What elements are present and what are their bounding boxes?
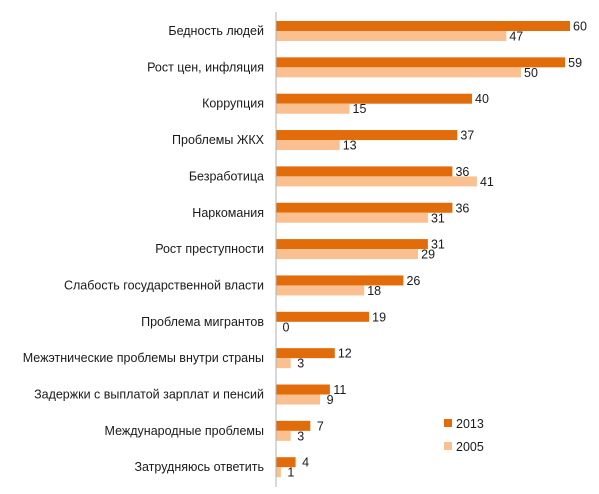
bar-2005-безработица (276, 176, 477, 187)
value-label-2013: 60 (573, 20, 587, 34)
legend-swatch-2013 (444, 419, 452, 427)
bar-2005-задержки-с-выплатой-зарплат-и-пенсий (276, 394, 321, 405)
value-label-2005: 15 (353, 102, 367, 116)
bar-2005-наркомания (276, 212, 428, 223)
bar-2005-рост-цен-инфляция (276, 67, 521, 78)
bar-2013-международные-проблемы (276, 420, 311, 431)
category-label: Рост цен, инфляция (147, 60, 264, 74)
bar-2005-рост-преступности (276, 249, 419, 260)
category-label: Задержки с выплатой зарплат и пенсий (34, 388, 264, 402)
value-label-2005: 29 (421, 248, 435, 262)
value-label-2013: 26 (406, 274, 420, 288)
legend-swatch-2005 (444, 442, 452, 450)
bar-2013-коррупция (276, 93, 472, 104)
bar-2013-бедность-людей (276, 21, 570, 31)
bar-2005-затрудняюсь-ответить (276, 467, 281, 478)
category-label: Слабость государственной власти (64, 278, 264, 292)
value-label-2013: 4 (302, 456, 309, 470)
value-label-2013: 11 (333, 383, 346, 397)
bar-2013-слабость-государственной-власти (276, 275, 404, 286)
value-label-2005: 31 (431, 211, 445, 225)
value-label-2013: 31 (431, 238, 445, 252)
bar-2013-межэтнические-проблемы-внутри-страны (276, 348, 335, 359)
value-label-2013: 37 (460, 129, 474, 143)
category-label: Рост преступности (155, 242, 264, 256)
legend-label-2013: 2013 (456, 417, 484, 431)
bar-2013-наркомания (276, 202, 453, 213)
value-label-2005: 0 (283, 320, 290, 334)
value-label-2013: 59 (568, 56, 582, 70)
bar-2013-проблема-мигрантов (276, 311, 370, 322)
category-label: Международные проблемы (105, 424, 264, 438)
legend-label-2005: 2005 (456, 440, 484, 454)
value-label-2005: 13 (343, 139, 357, 153)
bar-2005-слабость-государственной-власти (276, 285, 365, 296)
value-label-2013: 19 (372, 310, 386, 324)
value-label-2005: 18 (367, 284, 381, 298)
bar-2013-проблемы-жкх (276, 130, 458, 141)
category-label: Проблемы ЖКХ (172, 133, 265, 147)
value-label-2013: 40 (475, 92, 489, 106)
bar-2013-задержки-с-выплатой-зарплат-и-пенсий (276, 384, 330, 395)
category-label: Затрудняюсь ответить (134, 460, 264, 474)
bar-2005-коррупция (276, 103, 350, 114)
bar-2005-международные-проблемы (276, 430, 291, 441)
category-label: Бедность людей (168, 24, 264, 38)
value-label-2005: 3 (297, 357, 304, 371)
value-label-2013: 12 (338, 347, 352, 361)
legend: 2013 2005 (444, 417, 484, 454)
value-label-2013: 36 (455, 165, 469, 179)
value-label-2005: 47 (509, 30, 523, 44)
bar-2013-рост-преступности (276, 239, 428, 250)
value-label-2005: 50 (524, 66, 538, 80)
bar-2005-межэтнические-проблемы-внутри-страны (276, 358, 291, 369)
bar-2005-бедность-людей (276, 31, 507, 41)
value-label-2013: 36 (455, 201, 469, 215)
category-label: Наркомания (192, 206, 264, 220)
value-label-2005: 3 (297, 429, 304, 443)
bar-2013-рост-цен-инфляция (276, 57, 566, 68)
bar-2013-затрудняюсь-ответить (276, 457, 296, 468)
bar-2005-проблемы-жкх (276, 140, 340, 151)
category-label: Проблема мигрантов (141, 315, 264, 329)
value-label-2013: 7 (317, 419, 324, 433)
value-label-2005: 1 (287, 466, 294, 480)
category-label: Безработица (189, 169, 264, 183)
value-label-2005: 41 (480, 175, 494, 189)
category-label: Коррупция (202, 97, 264, 111)
bars-layer (276, 21, 570, 478)
value-label-2005: 9 (327, 393, 334, 407)
bar-2013-безработица (276, 166, 453, 177)
category-label: Межэтнические проблемы внутри страны (23, 351, 264, 365)
